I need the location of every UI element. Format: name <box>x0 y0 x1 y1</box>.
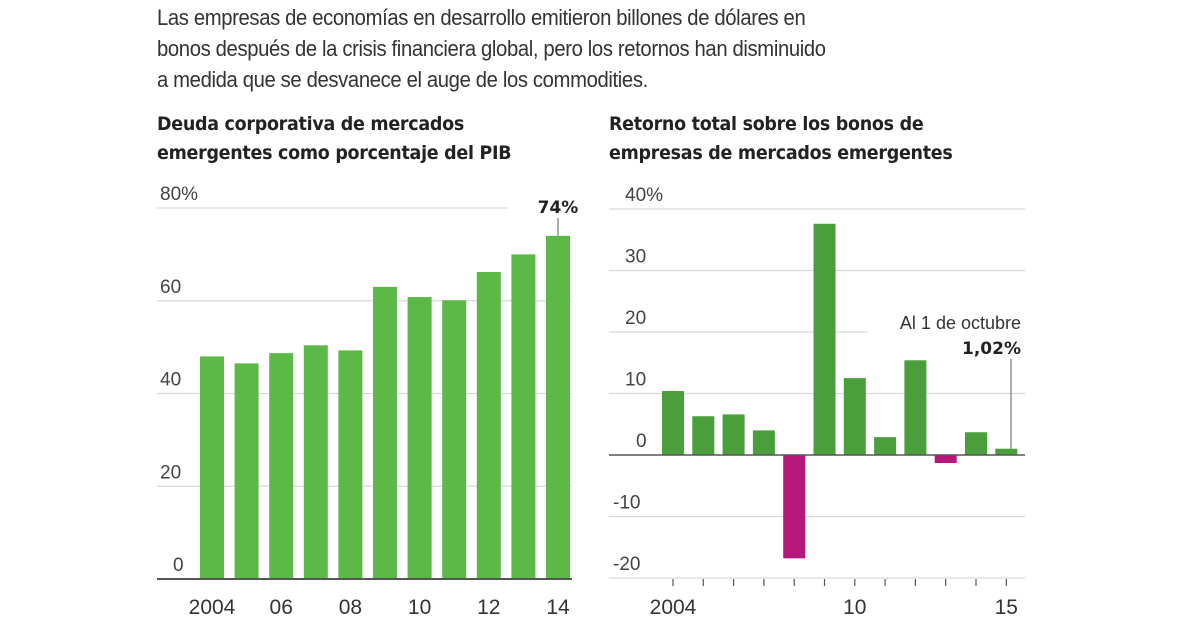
chart-title-returns: Retorno total sobre los bonos de empresa… <box>609 110 953 168</box>
bar-2007 <box>752 430 775 455</box>
bar-2013 <box>934 455 957 463</box>
y-tick-label: -10 <box>613 493 640 514</box>
y-tick-label: 10 <box>625 370 646 391</box>
y-tick-label: 40% <box>625 185 663 206</box>
bar-2010 <box>407 297 432 579</box>
bar-2011 <box>442 300 467 579</box>
x-tick-label: 08 <box>339 596 362 619</box>
annotation-note: Al 1 de octubre <box>900 313 1021 333</box>
chart-title-line: Deuda corporativa de mercados <box>157 113 464 135</box>
x-tick-label: 10 <box>408 596 431 619</box>
y-tick-label: -20 <box>613 554 640 575</box>
x-tick-label: 14 <box>546 596 570 619</box>
y-tick-label: 20 <box>160 462 181 483</box>
bar-2005 <box>234 363 259 579</box>
bar-2012 <box>476 271 501 579</box>
bar-2006 <box>722 414 745 455</box>
y-tick-label: 20 <box>625 308 646 329</box>
y-tick-label: 0 <box>173 555 184 576</box>
bar-2009 <box>373 286 397 579</box>
x-tick-label: 2004 <box>650 596 697 619</box>
chart-title-line: empresas de mercados emergentes <box>609 142 953 164</box>
annotation-value: 74% <box>538 198 579 218</box>
bar-2004 <box>200 356 224 579</box>
bar-2013 <box>511 254 536 579</box>
intro-line: Las empresas de economías en desarrollo … <box>157 5 806 30</box>
bar-2007 <box>303 345 328 579</box>
bar-2004 <box>662 391 684 455</box>
chart-title-debt: Deuda corporativa de mercados emergentes… <box>157 110 512 168</box>
y-tick-label: 60 <box>160 277 181 298</box>
y-tick-label: 30 <box>625 247 646 268</box>
bar-2006 <box>269 353 294 579</box>
intro-line: bonos después de la crisis financiera gl… <box>157 36 826 61</box>
y-tick-label: 40 <box>160 370 181 391</box>
bar-2014 <box>965 432 987 455</box>
annotation-value: 1,02% <box>962 339 1021 359</box>
x-tick-label: 2004 <box>189 596 236 619</box>
intro-line: a medida que se desvanece el auge de los… <box>157 67 648 92</box>
bar-2005 <box>692 416 715 455</box>
bar-2014 <box>546 235 570 579</box>
bar-2015 <box>995 448 1018 455</box>
y-tick-label: 0 <box>636 431 647 452</box>
x-tick-label: 10 <box>843 596 866 619</box>
bar-2012 <box>904 360 927 455</box>
y-tick-label: 80% <box>160 184 198 205</box>
x-tick-label: 12 <box>477 596 500 619</box>
chart-title-line: emergentes como porcentaje del PIB <box>157 142 512 164</box>
x-tick-label: 06 <box>270 596 293 619</box>
bar-2010 <box>843 378 866 455</box>
intro-text: Las empresas de economías en desarrollo … <box>157 2 967 95</box>
x-tick-label: 15 <box>995 596 1018 619</box>
bar-2009 <box>813 223 836 455</box>
bar-2011 <box>874 437 897 455</box>
chart-title-line: Retorno total sobre los bonos de <box>609 113 924 135</box>
bar-2008 <box>338 350 363 579</box>
bar-2008 <box>783 455 806 559</box>
